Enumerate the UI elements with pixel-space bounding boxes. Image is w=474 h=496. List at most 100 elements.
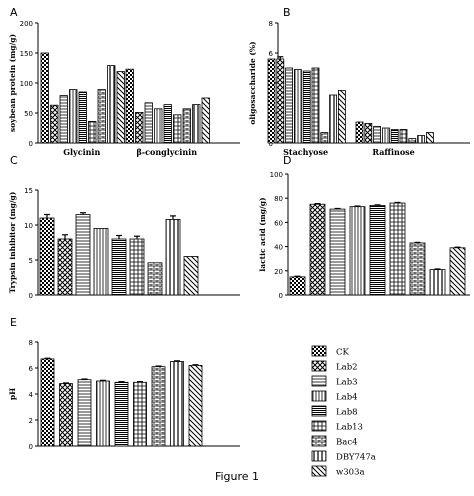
y-axis-label: oligosaccharide (%) [248,41,257,124]
legend-swatch [311,405,327,417]
legend-label: CK [336,348,350,358]
legend-swatch [311,420,327,432]
bar-lab8 [390,129,399,144]
bar-lab4 [293,69,302,144]
legend-swatch [311,465,327,477]
bar-bac4 [97,89,106,144]
bar-lab3 [144,102,153,144]
bar-w303a [116,71,125,144]
y-axis-label: lactic acid (mg/g) [258,197,267,271]
bar-dby747a [165,218,181,296]
bar-lab13 [129,238,145,296]
y-tick-label: 6 [29,365,34,373]
legend-label: Bac4 [336,438,357,448]
y-tick-label: 6 [269,50,274,58]
bar-lab2 [57,238,73,296]
y-tick-label: 100 [20,80,33,88]
bar-lab2 [135,112,144,144]
bar-lab8 [163,104,172,144]
bar-lab2 [364,123,373,144]
panel-label: A [10,6,18,19]
bar-lab8 [111,238,127,296]
bar-w303a [449,247,466,296]
bar-lab3 [373,126,382,144]
group-label: Stachyose [283,147,328,157]
bar-lab8 [78,91,87,144]
bar-lab2 [309,203,326,296]
y-tick-label: 0 [279,292,283,300]
bar-lab2 [59,383,73,447]
bar-dby747a [417,135,426,144]
y-tick-label: 0 [29,292,33,300]
legend-item: Lab4 [311,390,358,403]
bar-bac4 [182,108,191,144]
legend-label: w303a [336,468,365,478]
y-tick-label: 40 [274,244,283,252]
y-tick-label: 2 [29,417,33,425]
bar-dby747a [429,269,446,296]
legend-swatch [311,435,327,447]
y-axis-label: pH [8,388,17,400]
bar-lab4 [349,206,366,296]
bar-lab8 [114,381,129,447]
bar-w303a [337,90,346,144]
bar-lab13 [311,67,320,144]
bar-ck [125,68,134,144]
y-tick-label: 150 [20,50,33,58]
bar-lab4 [96,380,110,447]
bar-dby747a [170,361,184,447]
y-tick-label: 100 [270,171,283,179]
bar-bac4 [409,242,426,296]
bar-ck [267,58,276,144]
bar-lab3 [59,95,68,144]
legend-label: Lab4 [336,393,358,403]
legend-item: CK [311,345,350,358]
bar-lab13 [133,381,147,447]
bar-dby747a [192,104,201,144]
bar-bac4 [408,138,417,144]
bar-ck [39,217,55,296]
bar-dby747a [107,65,116,144]
bar-lab13 [173,114,182,144]
y-axis-label: Trypsin inhibitor (mg/g) [8,192,17,294]
bar-dby747a [329,94,338,144]
legend-swatch [311,375,327,387]
bar-lab13 [389,202,406,296]
bar-lab3 [77,379,92,447]
panel-b: B02468oligosaccharide (%)StachyoseRaffin… [248,6,470,157]
legend-item: DBY747a [311,450,376,463]
bar-lab3 [285,67,294,144]
bar-ck [40,358,55,447]
bar-bac4 [151,366,166,447]
group-label: Raffinose [372,147,414,157]
y-tick-label: 60 [274,219,283,227]
figure-caption: Figure 1 [214,470,260,483]
bar-w303a [183,256,199,296]
bar-w303a [201,97,210,144]
bar-lab3 [75,214,91,296]
legend-swatch [311,345,327,357]
legend-item: Lab2 [311,360,358,373]
legend-swatch [311,390,327,402]
bar-bac4 [147,262,163,296]
legend-label: Lab13 [336,423,363,433]
legend-label: Lab2 [336,363,358,373]
bar-bac4 [320,132,329,144]
group-label: β-conglycinin [136,147,197,157]
panel-label: B [283,6,291,19]
y-tick-label: 0 [29,140,33,148]
panel-label: C [10,154,18,167]
legend-item: Lab13 [311,420,363,433]
bar-lab4 [69,89,78,144]
y-axis-label: soybean protein (mg/g) [8,34,17,132]
y-tick-label: 0 [269,140,273,148]
y-tick-label: 5 [29,257,33,265]
bar-w303a [188,364,203,447]
bar-lab13 [88,121,97,144]
bar-lab8 [302,70,311,144]
legend-label: Lab8 [336,408,358,418]
legend-swatch [311,360,327,372]
y-tick-label: 80 [274,195,283,203]
